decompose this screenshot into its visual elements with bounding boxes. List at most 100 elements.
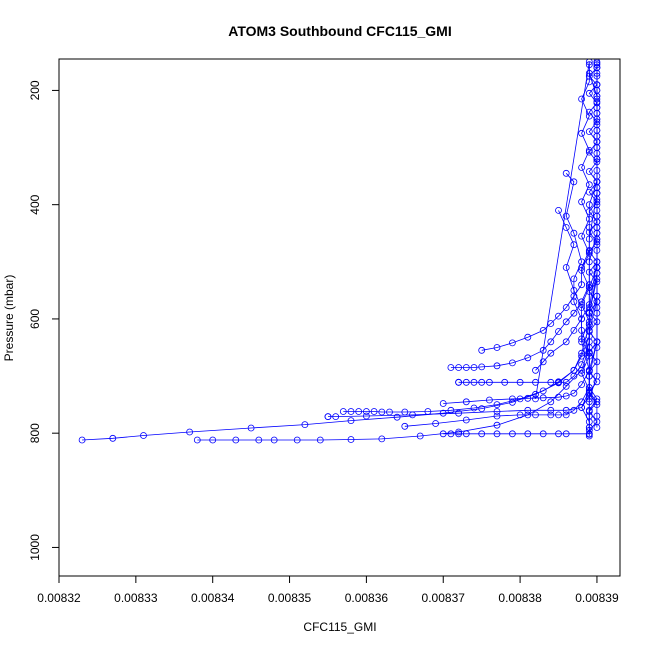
data-point xyxy=(455,428,463,436)
data-point xyxy=(585,318,593,326)
y-tick-label: 400 xyxy=(28,194,42,214)
data-point xyxy=(78,436,86,444)
data-point xyxy=(547,398,555,406)
data-point xyxy=(585,128,593,136)
data-point xyxy=(378,435,386,443)
x-tick-label: 0.00837 xyxy=(422,591,466,605)
data-point xyxy=(585,398,593,406)
data-point xyxy=(578,266,585,274)
data-point xyxy=(585,418,593,426)
data-point xyxy=(109,434,117,442)
data-point xyxy=(585,386,593,394)
data-point xyxy=(593,64,601,71)
data-point xyxy=(593,238,601,246)
x-axis-label: CFC115_GMI xyxy=(303,620,376,634)
data-point xyxy=(593,358,601,366)
data-point xyxy=(585,168,593,175)
data-point xyxy=(362,408,370,415)
data-point xyxy=(593,81,601,89)
data-point xyxy=(478,378,486,386)
data-point xyxy=(493,421,501,429)
data-point xyxy=(524,354,532,362)
data-point xyxy=(140,432,147,439)
data-point xyxy=(562,378,570,386)
data-point xyxy=(578,335,585,343)
data-point xyxy=(378,408,386,416)
data-point xyxy=(370,408,378,415)
data-point xyxy=(432,420,440,427)
data-point xyxy=(585,148,593,156)
data-point xyxy=(578,361,585,369)
data-point xyxy=(585,268,593,276)
data-point xyxy=(455,378,463,386)
plot-area xyxy=(78,59,601,444)
y-tick-label: 200 xyxy=(28,80,42,100)
data-point xyxy=(478,363,486,371)
data-point xyxy=(470,378,478,386)
data-point xyxy=(539,430,547,438)
data-point xyxy=(578,164,585,171)
data-point xyxy=(562,212,570,220)
data-point xyxy=(493,401,501,409)
data-point xyxy=(516,378,524,386)
data-point xyxy=(585,248,593,255)
data-point xyxy=(485,396,493,404)
data-point xyxy=(585,228,593,236)
data-point xyxy=(585,201,593,209)
data-point xyxy=(585,61,593,69)
chart-title: ATOM3 Southbound CFC115_GMI xyxy=(228,23,452,39)
data-point xyxy=(585,258,593,266)
data-point xyxy=(578,129,585,137)
data-point xyxy=(555,206,562,214)
data-point xyxy=(578,198,585,206)
data-point xyxy=(562,392,570,400)
data-point xyxy=(547,338,555,346)
data-point xyxy=(509,359,516,367)
series-15 xyxy=(585,59,601,434)
data-point xyxy=(493,430,501,438)
data-point xyxy=(339,408,347,415)
data-point xyxy=(585,146,593,154)
data-point xyxy=(578,369,585,377)
data-point xyxy=(593,298,601,306)
data-point xyxy=(547,349,555,357)
data-point xyxy=(501,378,509,386)
data-point xyxy=(585,301,593,309)
data-point xyxy=(578,95,585,103)
data-point xyxy=(578,381,585,389)
data-point xyxy=(593,118,601,126)
data-point xyxy=(247,424,255,432)
data-point xyxy=(593,398,601,406)
data-point xyxy=(386,408,393,416)
data-point xyxy=(470,404,478,412)
data-point xyxy=(532,411,539,419)
data-point xyxy=(593,59,601,67)
data-point xyxy=(593,378,601,386)
data-point xyxy=(447,430,455,438)
data-point xyxy=(547,378,555,386)
x-tick-label: 0.00836 xyxy=(345,591,389,605)
data-point xyxy=(585,89,593,97)
data-point xyxy=(570,372,578,380)
data-point xyxy=(532,366,539,374)
data-point xyxy=(462,364,470,371)
data-point xyxy=(585,181,593,189)
data-point xyxy=(193,436,201,444)
data-point xyxy=(509,395,516,403)
data-point xyxy=(524,430,532,438)
data-point xyxy=(524,333,532,341)
x-axis: 0.00832 0.00833 0.00834 0.00835 0.00836 0.008… xyxy=(37,575,619,605)
data-point xyxy=(547,411,555,419)
data-point xyxy=(524,406,532,414)
data-point xyxy=(439,430,447,438)
data-point xyxy=(578,232,585,240)
data-point xyxy=(593,218,601,226)
data-point xyxy=(585,408,593,415)
data-point xyxy=(570,309,578,317)
data-point xyxy=(570,298,578,306)
series-line xyxy=(581,64,590,422)
data-point xyxy=(516,411,524,419)
data-point xyxy=(578,404,585,411)
data-point xyxy=(555,312,562,320)
data-point xyxy=(416,432,424,440)
